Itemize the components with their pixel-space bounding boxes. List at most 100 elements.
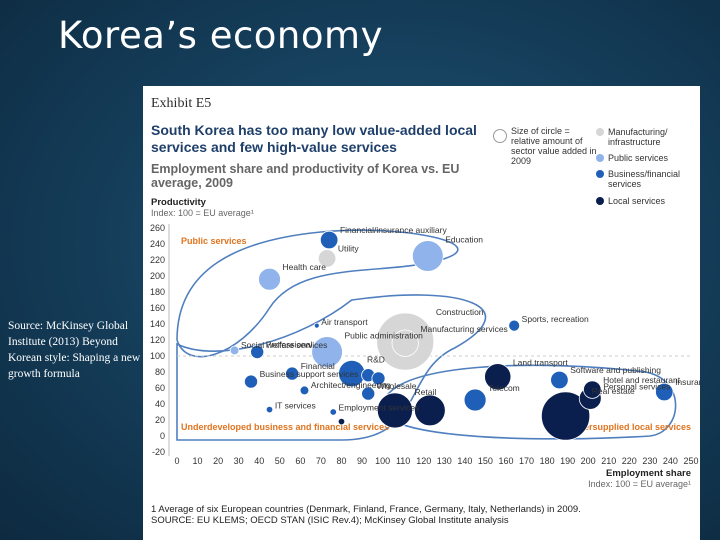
legend-dot-icon <box>596 170 604 178</box>
outline-local <box>381 364 677 440</box>
y-tick-label: 220 <box>150 255 165 265</box>
y-axis-note: Index: 100 = EU average¹ <box>151 208 254 218</box>
y-tick-label: 0 <box>160 431 165 441</box>
data-point <box>655 382 674 402</box>
data-point <box>550 370 569 390</box>
legend-label: Local services <box>608 196 666 206</box>
data-point <box>285 366 300 381</box>
legend-item-local: Local services <box>596 196 700 206</box>
legend-size-icon <box>493 129 507 143</box>
data-point <box>317 249 337 268</box>
point-label: Construction <box>436 307 484 317</box>
data-point <box>299 385 310 396</box>
point-label: Real estate <box>592 386 635 396</box>
point-label: Insurance <box>675 377 700 387</box>
y-tick-label: 140 <box>150 319 165 329</box>
data-point <box>244 374 259 389</box>
data-point <box>319 230 339 250</box>
x-tick-label: 40 <box>254 456 264 466</box>
x-tick-label: 0 <box>174 456 179 466</box>
point-label: Social welfare services <box>241 340 327 350</box>
x-tick-label: 250 <box>683 456 698 466</box>
data-point <box>337 417 346 426</box>
y-tick-label: -20 <box>152 447 165 457</box>
data-point <box>540 391 591 441</box>
data-point <box>258 267 281 291</box>
point-label: Architect/engineering <box>311 380 391 390</box>
y-tick-label: 180 <box>150 287 165 297</box>
y-axis-title: Productivity <box>151 197 207 208</box>
data-point <box>508 319 521 332</box>
data-point <box>250 344 265 359</box>
point-label: Hotel and restaurant <box>603 375 681 385</box>
point-label: Sports, recreation <box>522 314 589 324</box>
point-label: Air transport <box>321 317 368 327</box>
point-label: Public administration <box>344 331 423 341</box>
y-tick-label: 240 <box>150 239 165 249</box>
x-tick-label: 100 <box>375 456 390 466</box>
legend-dot-icon <box>596 197 604 205</box>
legend-label: Public services <box>608 153 669 163</box>
point-label: Business support services <box>260 369 359 379</box>
point-label: Health care <box>283 262 327 272</box>
y-tick-label: 160 <box>150 303 165 313</box>
region-label-underdeveloped: Underdeveloped business and financial se… <box>181 422 389 432</box>
point-label: Utility <box>338 244 360 254</box>
legend-label: Business/financial services <box>608 169 681 189</box>
x-axis-note: Index: 100 = EU average¹ <box>588 479 691 489</box>
legend-dot-icon <box>596 154 604 162</box>
data-point <box>484 363 512 391</box>
region-label-oversupplied: Oversupplied local services <box>572 422 691 432</box>
x-tick-label: 10 <box>193 456 203 466</box>
data-point <box>463 388 487 412</box>
x-tick-label: 60 <box>295 456 305 466</box>
data-point <box>311 336 343 368</box>
data-point <box>265 405 274 414</box>
footnote: 1 Average of six European countries (Den… <box>151 504 696 526</box>
legend-item-business: Business/financial services <box>596 169 700 189</box>
x-tick-label: 200 <box>581 456 596 466</box>
y-tick-label: 100 <box>150 351 165 361</box>
legend-label: Manufacturing/ infrastructure <box>608 127 668 147</box>
point-label: Personal services <box>603 381 670 391</box>
point-label: Education <box>445 235 483 245</box>
x-tick-label: 130 <box>437 456 452 466</box>
x-tick-label: 220 <box>622 456 637 466</box>
x-tick-label: 70 <box>316 456 326 466</box>
x-tick-label: 50 <box>275 456 285 466</box>
x-tick-label: 190 <box>560 456 575 466</box>
y-tick-label: 80 <box>155 367 165 377</box>
point-label: Financial/insurance auxiliary <box>340 225 448 235</box>
data-point <box>412 240 444 272</box>
x-axis-title: Employment share <box>606 468 691 479</box>
x-tick-label: 30 <box>234 456 244 466</box>
exhibit-subhead: Employment share and productivity of Kor… <box>151 162 460 190</box>
footnote-source: SOURCE: EU KLEMS; OECD STAN (ISIC Rev.4)… <box>151 515 509 526</box>
point-label: Professional <box>266 339 313 349</box>
data-point <box>229 345 240 356</box>
point-label: Manufacturing services <box>420 324 507 334</box>
y-tick-label: 120 <box>150 335 165 345</box>
x-tick-label: 80 <box>336 456 346 466</box>
data-point <box>414 394 446 427</box>
y-tick-label: 260 <box>150 223 165 233</box>
x-tick-label: 20 <box>213 456 223 466</box>
slide-title: Korea’s economy <box>58 14 383 57</box>
x-tick-label: 150 <box>478 456 493 466</box>
x-tick-label: 160 <box>498 456 513 466</box>
x-tick-label: 120 <box>416 456 431 466</box>
y-tick-label: 20 <box>155 415 165 425</box>
x-tick-label: 90 <box>357 456 367 466</box>
x-tick-label: 140 <box>457 456 472 466</box>
x-tick-label: 230 <box>642 456 657 466</box>
legend-item-public: Public services <box>596 153 700 163</box>
point-label: Retail <box>415 387 437 397</box>
data-point <box>583 380 602 399</box>
region-label-public: Public services <box>181 236 247 246</box>
x-tick-label: 110 <box>396 456 410 466</box>
point-label: Telecom <box>488 383 520 393</box>
data-point <box>376 392 413 429</box>
point-label: Land transport <box>513 358 568 368</box>
point-label: R&D <box>367 354 385 364</box>
point-label: Software and publishing <box>570 365 661 375</box>
